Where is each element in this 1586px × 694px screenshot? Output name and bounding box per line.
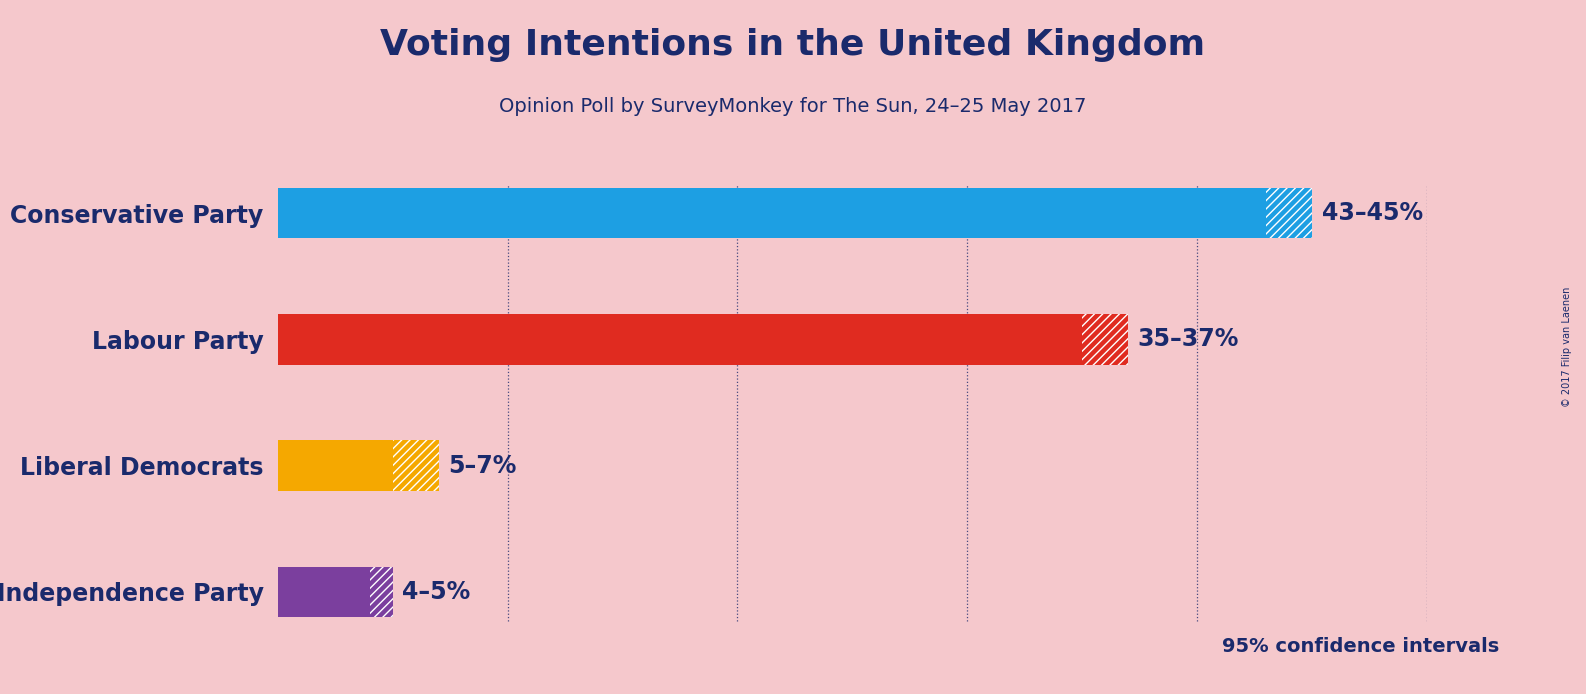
Bar <box>278 314 1083 364</box>
Text: © 2017 Filip van Laenen: © 2017 Filip van Laenen <box>1562 287 1572 407</box>
Bar <box>278 441 392 491</box>
Bar <box>1267 188 1313 239</box>
Text: 35–37%: 35–37% <box>1137 328 1239 351</box>
Bar <box>392 441 438 491</box>
Bar <box>278 566 370 617</box>
Text: 5–7%: 5–7% <box>447 454 515 477</box>
Bar <box>278 188 1267 239</box>
Text: 95% confidence intervals: 95% confidence intervals <box>1221 637 1499 656</box>
Text: 4–5%: 4–5% <box>401 579 469 604</box>
Text: Opinion Poll by SurveyMonkey for The Sun, 24–25 May 2017: Opinion Poll by SurveyMonkey for The Sun… <box>500 97 1086 116</box>
Text: Voting Intentions in the United Kingdom: Voting Intentions in the United Kingdom <box>381 28 1205 62</box>
Bar <box>1083 314 1129 364</box>
Text: 43–45%: 43–45% <box>1321 201 1423 226</box>
Bar <box>370 566 393 617</box>
